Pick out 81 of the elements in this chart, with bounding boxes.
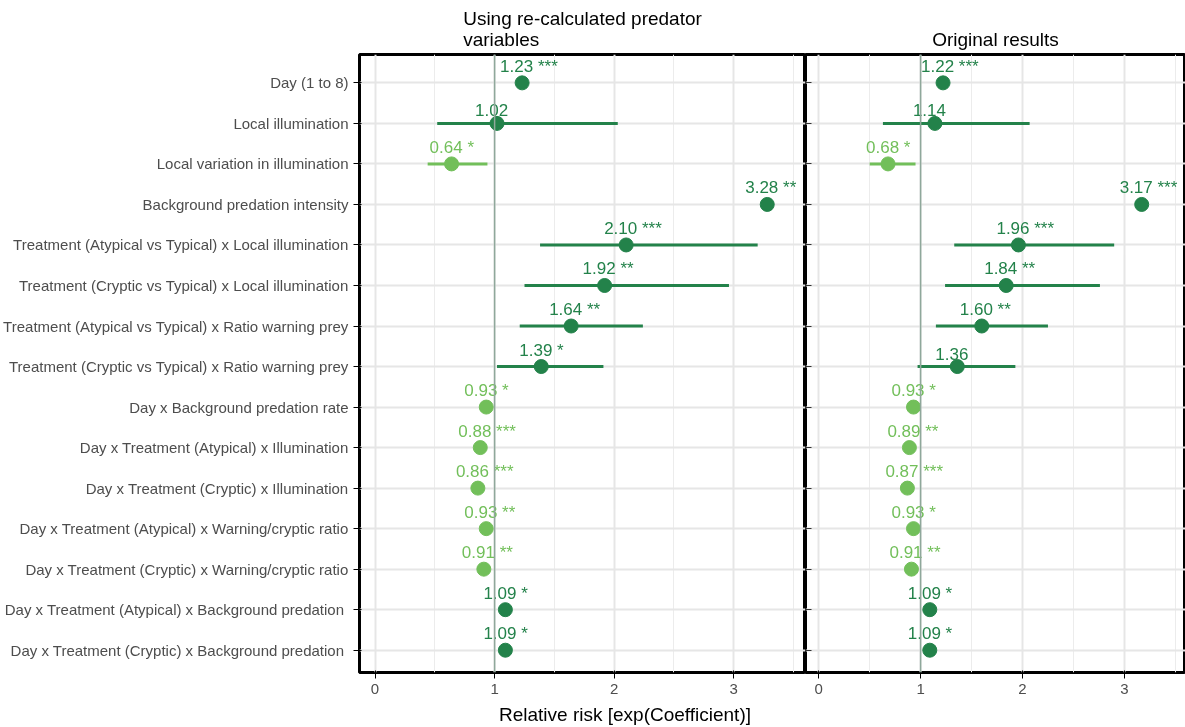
data-label: 1.09 * [483,624,529,644]
y-tick-label: Day x Treatment (Cryptic) x Illumination [85,479,349,497]
point [901,440,917,456]
y-tick-label: Local variation in illumination [156,155,349,173]
data-label: 1.84 ** [984,259,1036,279]
data-label: 1.39 * [519,340,565,360]
data-label: 1.36 [935,344,969,364]
point [998,278,1014,293]
data-label: 1.09 * [483,583,529,603]
x-tick-label: 0 [370,679,380,697]
y-tick-label: Day x Treatment (Cryptic) x Warning/cryptic ratio [25,560,349,578]
data-label: 0.86 *** [455,462,514,482]
y-tick-label: Day x Treatment (Atypical) x Background predation [4,601,345,619]
data-label: 3.28 ** [745,178,797,198]
point [974,318,990,334]
point [880,156,896,172]
point [905,521,921,537]
y-tick-label: Day (1 to 8) [270,74,349,92]
y-tick-label: Background predation intensity [142,195,349,213]
data-label: 1.09 * [907,583,953,603]
data-label: 1.64 ** [549,300,601,320]
x-axis-title: Relative risk [exp(Coefficient)] [498,703,752,727]
y-tick-label: Local illumination [233,114,349,132]
point [922,642,938,658]
point [472,440,488,456]
point [949,359,965,375]
point [533,359,549,375]
data-label: 3.17 *** [1119,178,1178,198]
point [927,115,943,131]
data-label: 1.02 [475,101,509,121]
point [497,642,513,658]
point [922,602,938,618]
x-tick-label: 2 [610,679,619,697]
y-tick-label: Treatment (Atypical vs Typical) x Ratio warning prey [3,317,349,335]
point [899,480,915,496]
data-label: 2.10 *** [604,218,663,238]
data-label: 1.92 ** [582,259,635,279]
point [935,75,951,91]
point [489,115,505,131]
point [470,480,486,496]
point [444,156,460,172]
x-tick-label: 0 [814,679,823,697]
data-label: 1.96 *** [996,218,1055,238]
point [514,75,530,91]
data-label: 1.22 *** [921,56,980,76]
point [478,521,494,537]
y-tick-label: Day x Treatment (Atypical) x Warning/cryptic ratio [19,520,349,538]
point [905,399,921,415]
y-tick-label: Day x Treatment (Cryptic) x Background predation [10,641,345,659]
chart-title: Using re-calculated predator variables [463,7,703,50]
y-tick-label: Treatment (Atypical vs Typical) x Local illumination [13,236,349,254]
data-label: 0.68 * [866,137,911,157]
y-tick-label: Treatment (Cryptic vs Typical) x Local illumination [18,276,349,294]
data-label: 0.87 *** [885,462,944,482]
point [478,399,494,415]
y-tick-label: Treatment (Cryptic vs Typical) x Ratio warning prey [8,358,349,376]
point [497,602,513,618]
point [476,561,492,577]
chart-title: Original results [932,28,1059,50]
x-tick-label: 3 [729,679,738,697]
data-label: 0.89 ** [887,421,939,441]
point [563,318,579,334]
y-tick-label: Day x Background predation rate [129,398,349,416]
data-label: 1.09 * [907,624,953,644]
data-label: 0.91 ** [461,543,514,563]
x-tick-label: 3 [1120,679,1129,697]
data-label: 1.60 ** [959,300,1012,320]
data-label: 0.64 * [429,137,475,157]
data-label: 1.14 [912,101,946,121]
point [597,278,613,293]
x-tick-label: 1 [916,679,925,697]
y-tick-label: Day x Treatment (Atypical) x Illumination [79,439,349,457]
point [759,196,775,212]
x-tick-label: 1 [490,679,499,697]
point [1134,196,1150,212]
point [1010,237,1026,253]
x-tick-label: 2 [1018,679,1027,697]
point [903,561,919,577]
data-label: 1.23 *** [500,56,559,76]
data-label: 0.88 *** [458,421,517,441]
point [618,237,634,253]
